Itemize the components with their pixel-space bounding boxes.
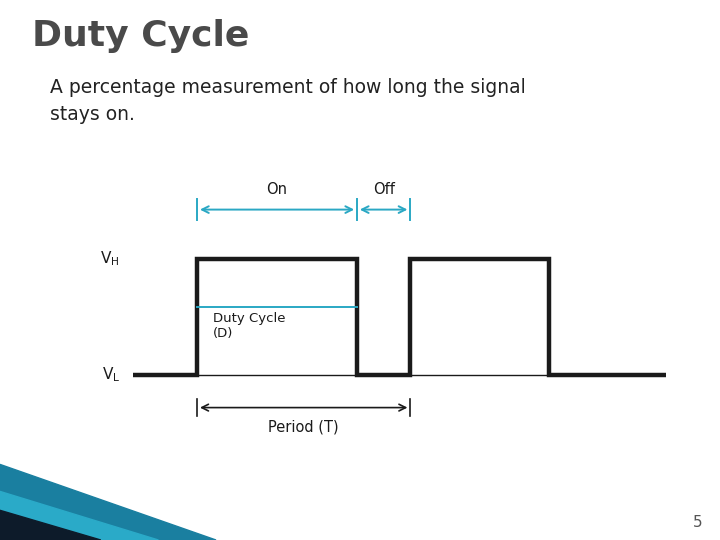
Text: On: On — [266, 182, 287, 197]
Text: Period (T): Period (T) — [269, 419, 339, 434]
Text: Off: Off — [373, 182, 395, 197]
Text: Duty Cycle: Duty Cycle — [32, 19, 250, 53]
Text: $\mathregular{V_H}$: $\mathregular{V_H}$ — [100, 249, 120, 268]
Text: A percentage measurement of how long the signal
stays on.: A percentage measurement of how long the… — [50, 78, 526, 124]
Polygon shape — [0, 510, 101, 540]
Polygon shape — [0, 464, 216, 540]
Text: $\mathregular{V_L}$: $\mathregular{V_L}$ — [102, 366, 120, 384]
Polygon shape — [0, 491, 158, 540]
Text: Duty Cycle
(D): Duty Cycle (D) — [213, 312, 286, 340]
Text: 5: 5 — [693, 515, 702, 530]
